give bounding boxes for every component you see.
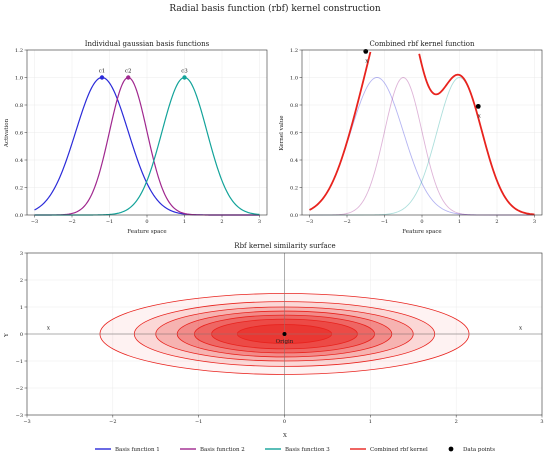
y-axis-label-individual: Activation (4, 118, 10, 148)
x-tick-label-individual: 0 (145, 219, 148, 225)
x-tick-label-surface: −2 (109, 419, 116, 425)
y-tick-label-individual: 1.2 (15, 48, 23, 54)
legend: Basis function 1 Basis function 2 Basis fu… (95, 446, 495, 453)
panel-title-individual: Individual gaussian basis functions (85, 40, 210, 48)
x-tick-label-surface: 0 (283, 419, 286, 425)
x-tick-label-individual: −1 (106, 219, 113, 225)
legend-swatch-5 (448, 446, 454, 452)
x-tick-label-combined: 0 (420, 219, 423, 225)
x-tick-label-individual: −3 (31, 219, 38, 225)
x-tick-label-combined: −2 (343, 219, 350, 225)
y-tick-label-individual: 0.2 (15, 185, 23, 191)
side-marker-1: x (47, 325, 51, 331)
legend-label-5: Data points (463, 447, 495, 453)
y-tick-label-combined: 0.4 (290, 158, 298, 164)
similarity-surface-panel: Rbf kernel similarity surface X Y −3 −2 −1… (4, 242, 544, 439)
y-tick-label-surface: 3 (20, 251, 23, 257)
data-point-label-2: x (478, 113, 482, 119)
plot-frame-surface (26, 252, 543, 416)
y-tick-label-surface: −1 (16, 359, 23, 365)
plot-frame-individual (26, 49, 268, 216)
x-axis-label-individual: Feature space (127, 229, 166, 235)
y-tick-label-individual: 0.8 (15, 103, 23, 109)
figure-title: Radial basis function (rbf) kernel const… (169, 3, 380, 14)
y-tick-label-combined: 0.0 (290, 213, 298, 219)
y-tick-label-combined: 1.2 (290, 48, 298, 54)
x-tick-label-combined: 1 (458, 219, 461, 225)
legend-label-2: Basis function 2 (200, 447, 245, 453)
x-tick-label-individual: 1 (183, 219, 186, 225)
y-tick-label-surface: −3 (16, 413, 23, 419)
y-tick-label-surface: 2 (20, 278, 23, 284)
x-tick-label-combined: 3 (533, 219, 536, 225)
y-axis-label-surface: Y (4, 333, 10, 338)
center-label-3: c3 (181, 69, 188, 75)
y-axis-label-combined: Kernel value (279, 115, 285, 150)
y-tick-label-combined: 1.0 (290, 75, 298, 81)
legend-label-1: Basis function 1 (115, 447, 160, 453)
y-tick-label-combined: 0.8 (290, 103, 298, 109)
y-tick-label-individual: 0.0 (15, 213, 23, 219)
x-tick-label-combined: 2 (495, 219, 498, 225)
x-tick-label-surface: 1 (369, 419, 372, 425)
y-tick-label-individual: 0.4 (15, 158, 23, 164)
legend-label-3: Basis function 3 (285, 447, 330, 453)
x-axis-label-surface: X (283, 433, 287, 439)
center-point-1 (99, 75, 105, 80)
y-tick-label-combined: 0.2 (290, 185, 298, 191)
combined-kernel-panel: Combined rbf kernel function Feature spa… (279, 40, 543, 235)
x-tick-label-surface: 3 (540, 419, 543, 425)
side-marker-2: x (519, 325, 523, 331)
center-label-1: c1 (99, 69, 106, 75)
center-point-2 (126, 75, 131, 80)
origin-label: Origin (276, 339, 294, 345)
data-point-2 (475, 103, 481, 109)
x-tick-label-surface: −1 (195, 419, 202, 425)
x-tick-label-surface: 2 (455, 419, 458, 425)
y-tick-label-individual: 0.6 (15, 130, 23, 136)
x-tick-label-individual: −2 (68, 219, 75, 225)
center-point-3 (182, 75, 187, 80)
combined-kernel-line (309, 51, 535, 216)
x-axis-label-combined: Feature space (402, 229, 441, 235)
panel-title-surface: Rbf kernel similarity surface (234, 242, 335, 250)
panel-title-combined: Combined rbf kernel function (369, 40, 475, 48)
data-point-1 (363, 48, 369, 54)
y-tick-label-surface: 0 (20, 332, 23, 338)
legend-label-4: Combined rbf kernel (370, 447, 428, 453)
y-tick-label-individual: 1.0 (15, 75, 23, 81)
plot-frame-combined (301, 49, 543, 216)
y-tick-label-surface: −2 (16, 386, 23, 392)
y-tick-label-surface: 1 (20, 305, 23, 311)
origin-point (282, 332, 287, 336)
x-tick-label-surface: −3 (23, 419, 30, 425)
x-tick-label-individual: 3 (258, 219, 261, 225)
individual-basis-panel: Individual gaussian basis functions Feat… (4, 40, 268, 235)
data-point-label-1: x (365, 58, 369, 64)
x-tick-label-individual: 2 (220, 219, 223, 225)
x-tick-label-combined: −3 (306, 219, 313, 225)
y-tick-label-combined: 0.6 (290, 130, 298, 136)
center-label-2: c2 (125, 69, 132, 75)
x-tick-label-combined: −1 (381, 219, 388, 225)
